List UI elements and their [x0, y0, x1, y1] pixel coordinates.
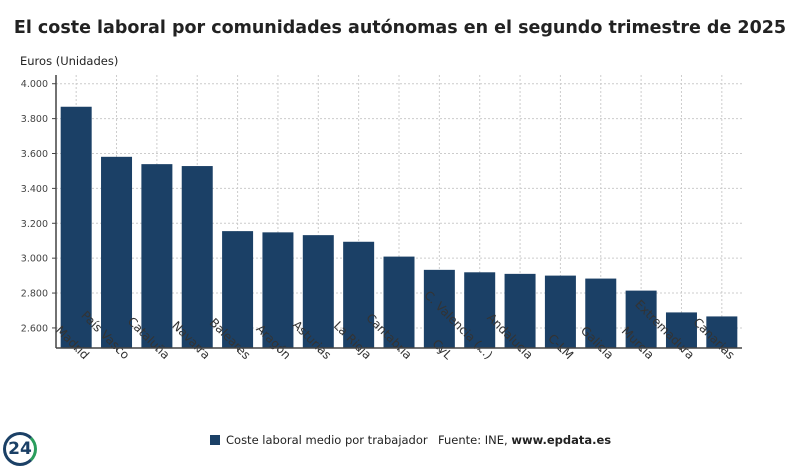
y-tick-label: 3.400 [21, 184, 48, 195]
bar-c-lm [544, 275, 576, 348]
bar-cantabria [383, 256, 415, 348]
bar-asturias [302, 235, 334, 348]
bar-galicia [585, 278, 617, 348]
bar-catalu-a [141, 164, 173, 348]
source-note: Fuente: INE, www.epdata.es [438, 433, 611, 447]
bar-pa-s-vasco [101, 156, 133, 348]
bar-la-rioja [343, 241, 375, 348]
y-tick-label: 3.000 [21, 254, 48, 265]
chart-title: El coste laboral por comunidades autónom… [13, 18, 787, 38]
source-site: www.epdata.es [511, 433, 612, 447]
y-tick-label: 3.200 [21, 219, 48, 230]
legend-swatch [210, 435, 220, 445]
bar-extremadura [665, 312, 697, 348]
y-axis-label: Euros (Unidades) [20, 54, 119, 68]
y-tick-label: 4.000 [21, 79, 48, 90]
brand-logo: 24 [3, 432, 37, 466]
y-tick-label: 3.600 [21, 149, 48, 160]
y-tick-label: 2.800 [21, 289, 48, 300]
bar-murcia [625, 290, 657, 348]
bar-baleares [222, 231, 254, 348]
bar-madrid [60, 106, 92, 348]
bar-canarias [706, 316, 738, 348]
bar-andaluc-a [504, 273, 536, 348]
bar-cyl [423, 269, 455, 348]
y-tick-label: 2.600 [21, 323, 48, 334]
bar-c-valencia- [464, 272, 496, 348]
bar-arag-n [262, 232, 294, 348]
legend: Coste laboral medio por trabajador [210, 433, 428, 447]
legend-label: Coste laboral medio por trabajador [226, 433, 428, 447]
y-tick-label: 3.800 [21, 114, 48, 125]
source-prefix: Fuente: INE, [438, 433, 512, 447]
bar-chart: 2.600 2.800 3.000 3.200 3.400 3.600 3.800 4.000… [21, 75, 742, 362]
bar-navarra [181, 166, 213, 348]
